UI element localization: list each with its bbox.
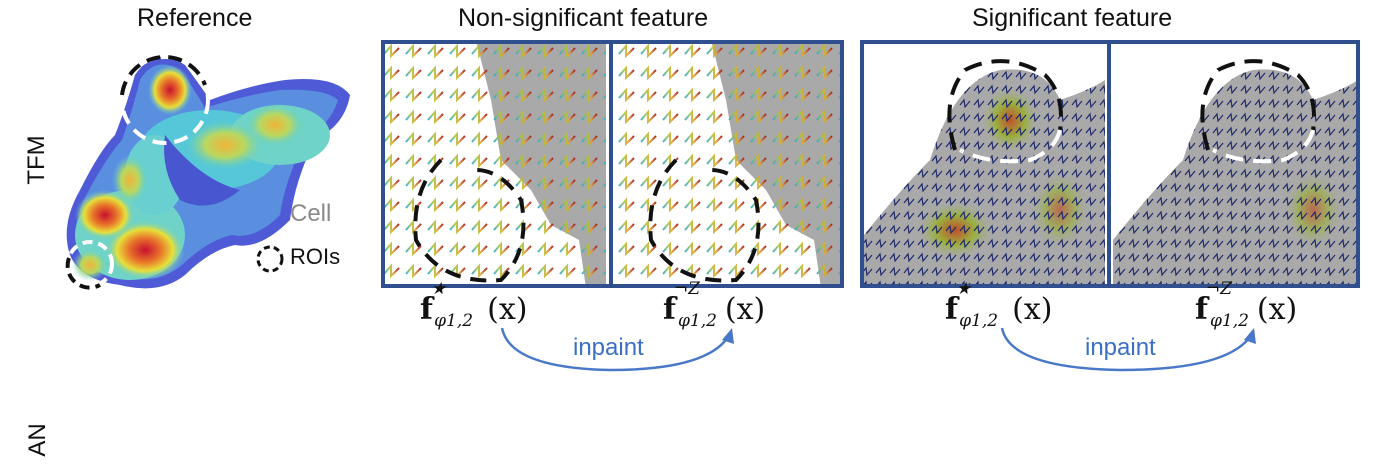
inpaint-label-right: inpaint bbox=[1085, 334, 1156, 361]
non-significant-title: Non-significant feature bbox=[458, 4, 709, 32]
inpaint-arrow-left bbox=[500, 327, 734, 372]
inpaint-label-left: inpaint bbox=[573, 334, 644, 361]
formula-f-star-left: f★φ1,2 (x) bbox=[420, 279, 528, 331]
reference-title: Reference bbox=[137, 4, 253, 32]
non-significant-panel bbox=[381, 40, 844, 288]
inpaint-arrow-right bbox=[1000, 327, 1256, 372]
legend-roi-icon bbox=[256, 245, 284, 273]
legend-cell: Cell bbox=[290, 200, 332, 227]
reference-heatmap bbox=[65, 55, 351, 290]
formula-f-negz-left: f¬Zφ1,2 (x) bbox=[663, 279, 766, 331]
row-label-tfm: TFM bbox=[23, 135, 50, 185]
significant-panel bbox=[860, 40, 1360, 288]
legend-rois: ROIs bbox=[290, 244, 341, 269]
row-label-an: AN bbox=[24, 423, 51, 457]
formula-f-star-right: f★φ1,2 (x) bbox=[945, 279, 1053, 331]
formula-f-negz-right: f¬Zφ1,2 (x) bbox=[1195, 279, 1298, 331]
significant-title: Significant feature bbox=[972, 4, 1173, 32]
